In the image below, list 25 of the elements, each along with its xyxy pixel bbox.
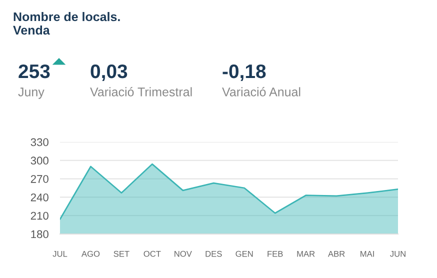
x-tick-label: AGO bbox=[81, 250, 100, 257]
chart-title: Nombre de locals. Venda bbox=[13, 12, 120, 35]
text: -0,18 bbox=[222, 64, 266, 82]
text: Variació Anual bbox=[222, 87, 300, 96]
x-tick-label: NOV bbox=[174, 250, 192, 257]
x-tick-label: SET bbox=[114, 250, 130, 257]
y-tick-label: 330 bbox=[30, 138, 48, 146]
text: Juny bbox=[18, 88, 44, 99]
x-tick-label: GEN bbox=[236, 250, 253, 257]
y-tick-label: 180 bbox=[31, 230, 48, 238]
y-tick-label: 210 bbox=[30, 212, 48, 220]
x-tick-label: DES bbox=[206, 250, 222, 257]
y-tick-label: 240 bbox=[30, 193, 48, 202]
x-tick-label: OCT bbox=[144, 250, 161, 257]
x-tick-label: FEB bbox=[268, 250, 283, 257]
x-tick-label: MAI bbox=[360, 250, 374, 257]
x-tick-label: ABR bbox=[328, 250, 345, 257]
x-tick-label: JUN bbox=[390, 250, 406, 257]
text: Variació Trimestral bbox=[90, 87, 192, 96]
y-tick-label: 270 bbox=[30, 175, 48, 183]
y-tick-label: 300 bbox=[30, 156, 48, 165]
x-tick-label: MAR bbox=[297, 250, 315, 257]
text: 0,03 bbox=[90, 64, 128, 82]
x-tick-label: JUL bbox=[52, 250, 68, 257]
text: 253 bbox=[18, 64, 50, 78]
